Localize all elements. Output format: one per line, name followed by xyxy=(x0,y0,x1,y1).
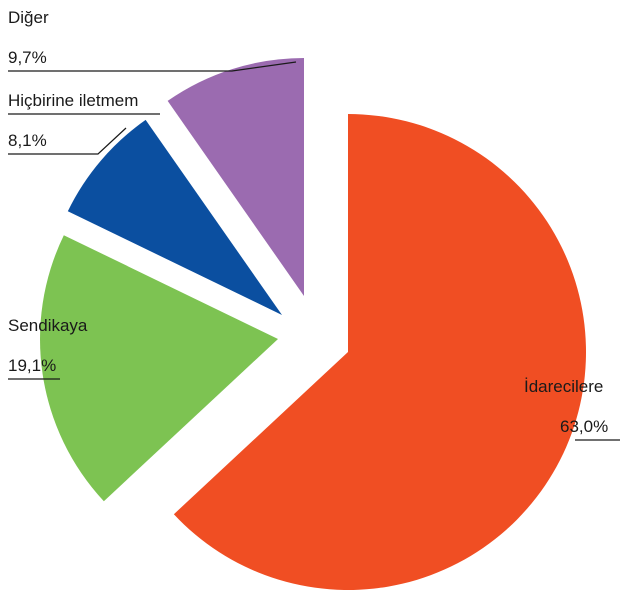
pie-slice-sendikaya xyxy=(40,235,279,502)
slice-label-idarecilere-name: İdarecilere xyxy=(524,377,603,396)
slice-label-idarecilere-value: 63,0% xyxy=(560,417,608,436)
slice-label-diger-name: Diğer xyxy=(8,8,49,27)
pie-slice-idarecilere xyxy=(173,114,587,590)
leader-lines xyxy=(8,61,620,441)
leader-line-diger xyxy=(8,61,297,72)
slice-label-hicbirine-name: Hiçbirine iletmem xyxy=(8,91,138,110)
pie-slice-hicbirine-iletmem xyxy=(67,119,282,316)
leader-line-hicbirine xyxy=(8,127,127,155)
slice-label-sendikaya-value: 19,1% xyxy=(8,356,56,375)
slice-label-sendikaya-name: Sendikaya xyxy=(8,316,88,335)
slice-label-hicbirine-value: 8,1% xyxy=(8,131,47,150)
pie-slices xyxy=(40,58,587,590)
pie-slice-diger xyxy=(167,58,304,296)
slice-label-diger-value: 9,7% xyxy=(8,48,47,67)
